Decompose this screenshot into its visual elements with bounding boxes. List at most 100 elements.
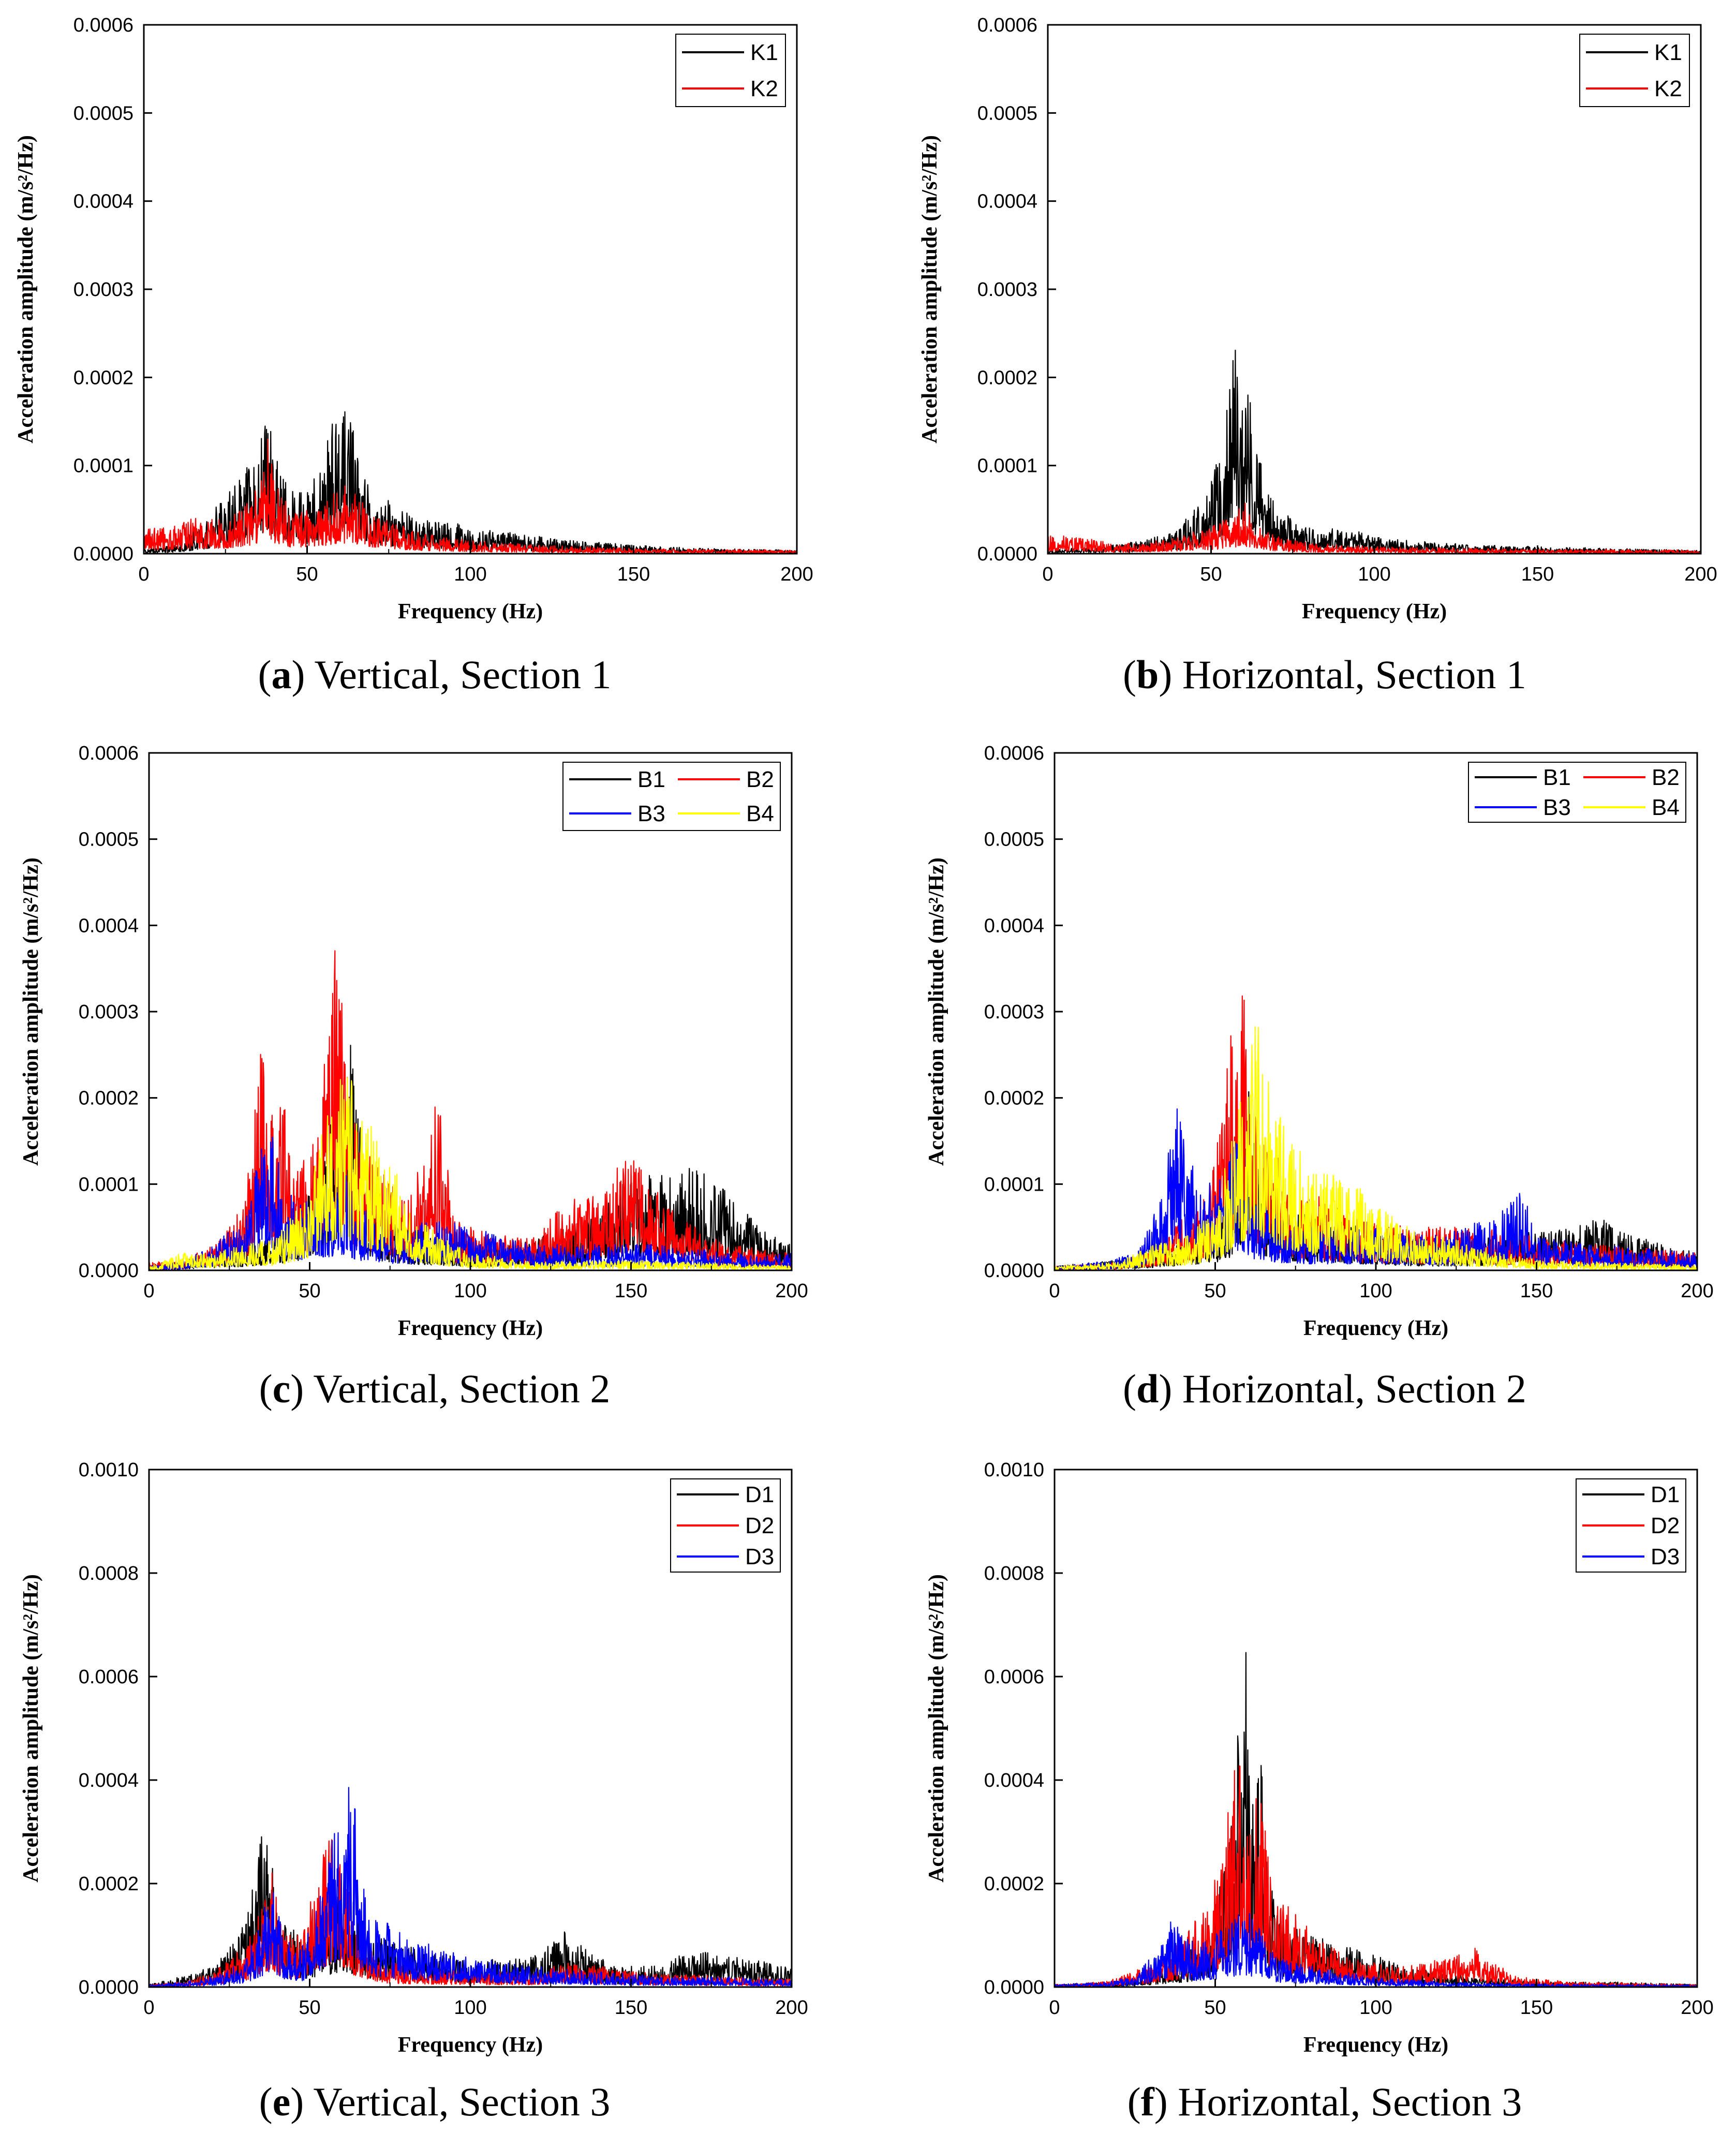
y-tick-label: 0.0003 (977, 279, 1037, 301)
legend-label-b3: B3 (1543, 795, 1571, 820)
y-tick-label: 0.0004 (79, 1770, 139, 1791)
legend-box (675, 34, 786, 107)
x-tick-label: 150 (1521, 564, 1554, 585)
y-tick-label: 0.0001 (977, 455, 1037, 477)
legend-label-d3: D3 (1651, 1544, 1680, 1569)
y-tick-label: 0.0004 (984, 1770, 1044, 1791)
series-b3-line (1055, 1108, 1697, 1270)
caption-c: (c) Vertical, Section 2 (259, 1366, 611, 1411)
caption-a: (a) Vertical, Section 1 (258, 652, 611, 697)
series-group (149, 950, 792, 1270)
x-tick-label: 100 (454, 1997, 486, 2019)
y-tick-label: 0.0002 (977, 367, 1037, 389)
caption-e-letter: e (273, 2079, 291, 2124)
legend-label-k2: K2 (1654, 76, 1682, 101)
y-axis-title: Acceleration amplitude (m/s²/Hz) (19, 857, 43, 1166)
legend-label-b2: B2 (1652, 765, 1680, 790)
y-axis-title: Acceleration amplitude (m/s²/Hz) (925, 857, 948, 1166)
x-tick-label: 100 (1359, 1280, 1392, 1302)
y-tick-label: 0.0006 (984, 1666, 1044, 1688)
y-tick-label: 0.0003 (79, 1001, 139, 1023)
x-tick-label: 200 (780, 564, 813, 585)
x-tick-label: 150 (617, 564, 650, 585)
series-group (1055, 1652, 1697, 1987)
y-tick-label: 0.0001 (984, 1174, 1044, 1195)
y-tick-label: 0.0000 (977, 543, 1037, 565)
panel-a-vertical-section-1: 0 50 100 150 200 0.0000 0.0001 0.0002 0.0003 0.00… (14, 14, 813, 624)
x-tick-label: 50 (296, 564, 318, 585)
caption-a-text: Vertical, Section 1 (315, 652, 612, 697)
x-tick-label: 0 (143, 1997, 154, 2019)
y-tick-label: 0.0008 (79, 1563, 139, 1584)
caption-d-text: Horizontal, Section 2 (1182, 1366, 1526, 1411)
x-tick-label: 150 (615, 1280, 647, 1302)
legend-label-b2: B2 (746, 767, 774, 792)
caption-e-text: Vertical, Section 3 (313, 2079, 610, 2124)
caption-e: (e) Vertical, Section 3 (259, 2079, 611, 2124)
y-tick-label: 0.0005 (79, 829, 139, 851)
x-tick-label: 0 (138, 564, 149, 585)
y-tick-label: 0.0005 (984, 829, 1044, 851)
series-b3-line (149, 1136, 792, 1270)
y-tick-label: 0.0002 (73, 367, 133, 389)
legend-label-k2: K2 (750, 76, 778, 101)
legend-label-b1: B1 (1543, 765, 1571, 790)
legend-box (1468, 762, 1686, 823)
caption-f: (f) Horizontal, Section 3 (1127, 2079, 1522, 2124)
series-group (1048, 349, 1701, 554)
x-tick-label: 200 (775, 1997, 808, 2019)
y-tick-label: 0.0002 (984, 1873, 1044, 1895)
y-tick-label: 0.0001 (73, 455, 133, 477)
panel-b-horizontal-section-1: 0 50 100 150 200 0.0000 0.0001 0.0002 0.0003 0.00… (918, 14, 1717, 624)
x-tick-label: 150 (615, 1997, 647, 2019)
legend-label-b4: B4 (1652, 795, 1680, 820)
x-axis-title: Frequency (Hz) (398, 600, 543, 624)
y-tick-label: 0.0006 (984, 743, 1044, 764)
series-group (144, 411, 797, 554)
legend-label-b3: B3 (637, 801, 665, 826)
y-tick-label: 0.0005 (977, 102, 1037, 124)
x-tick-label: 50 (299, 1280, 320, 1302)
y-tick-label: 0.0002 (79, 1088, 139, 1109)
x-tick-label: 0 (143, 1280, 154, 1302)
y-tick-label: 0.0004 (977, 191, 1037, 213)
panel-d-horizontal-section-2: 0 50 100 150 200 0.0000 0.0001 0.0002 0.0003 0.00… (925, 743, 1714, 1340)
series-k1-line (1048, 349, 1701, 554)
x-tick-label: 200 (1681, 1997, 1713, 2019)
panel-e-vertical-section-3: 0 50 100 150 200 0.0000 0.0002 0.0004 0.0006 0.00… (19, 1459, 808, 2057)
legend-label-b1: B1 (637, 767, 665, 792)
caption-b: (b) Horizontal, Section 1 (1123, 652, 1526, 697)
y-tick-label: 0.0003 (984, 1001, 1044, 1023)
panel-c-vertical-section-2: 0 50 100 150 200 0.0000 0.0001 0.0002 0.0003 0.00… (19, 743, 808, 1340)
x-tick-label: 150 (1520, 1280, 1553, 1302)
x-tick-label: 100 (1359, 1997, 1392, 2019)
x-axis-title: Frequency (Hz) (398, 2033, 543, 2057)
y-tick-label: 0.0000 (79, 1977, 139, 1998)
legend-label-d1: D1 (1651, 1482, 1680, 1507)
y-axis-title: Acceleration amplitude (m/s²/Hz) (14, 135, 38, 443)
x-axis-title: Frequency (Hz) (1302, 600, 1447, 624)
y-tick-label: 0.0002 (79, 1873, 139, 1895)
y-tick-label: 0.0006 (79, 1666, 139, 1688)
y-tick-label: 0.0000 (79, 1260, 139, 1282)
y-tick-label: 0.0006 (73, 14, 133, 36)
y-tick-label: 0.0008 (984, 1563, 1044, 1584)
series-group (1055, 995, 1697, 1270)
legend-label-d3: D3 (745, 1544, 774, 1569)
x-tick-label: 200 (1681, 1280, 1713, 1302)
y-tick-label: 0.0010 (984, 1459, 1044, 1481)
legend-box (562, 762, 781, 831)
y-tick-label: 0.0004 (73, 191, 133, 213)
y-tick-label: 0.0003 (73, 279, 133, 301)
x-tick-label: 150 (1520, 1997, 1553, 2019)
y-axis-title: Acceleration amplitude (m/s²/Hz) (918, 135, 942, 443)
y-tick-label: 0.0000 (984, 1977, 1044, 1998)
legend-label-k1: K1 (750, 40, 778, 65)
panel-f-horizontal-section-3: 0 50 100 150 200 0.0000 0.0002 0.0004 0.0006 0.00… (925, 1459, 1714, 2057)
x-tick-label: 0 (1042, 564, 1053, 585)
legend-label-d2: D2 (1651, 1513, 1680, 1538)
y-tick-label: 0.0010 (79, 1459, 139, 1481)
caption-c-letter: c (273, 1366, 291, 1411)
legend-box (1579, 34, 1690, 107)
